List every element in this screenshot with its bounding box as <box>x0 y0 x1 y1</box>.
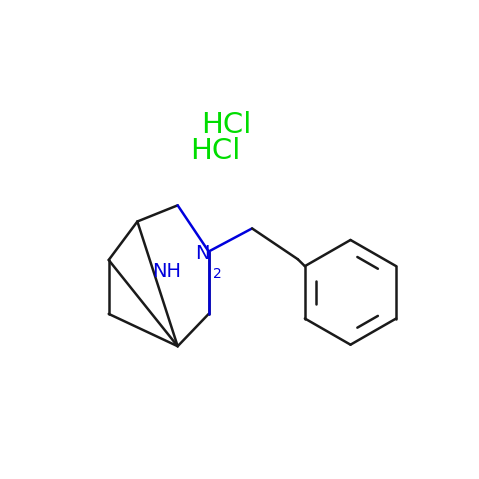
Text: 2: 2 <box>213 267 222 281</box>
Text: HCl: HCl <box>201 111 251 139</box>
Text: N: N <box>195 244 210 263</box>
Text: NH: NH <box>152 262 182 281</box>
Text: HCl: HCl <box>190 137 240 165</box>
